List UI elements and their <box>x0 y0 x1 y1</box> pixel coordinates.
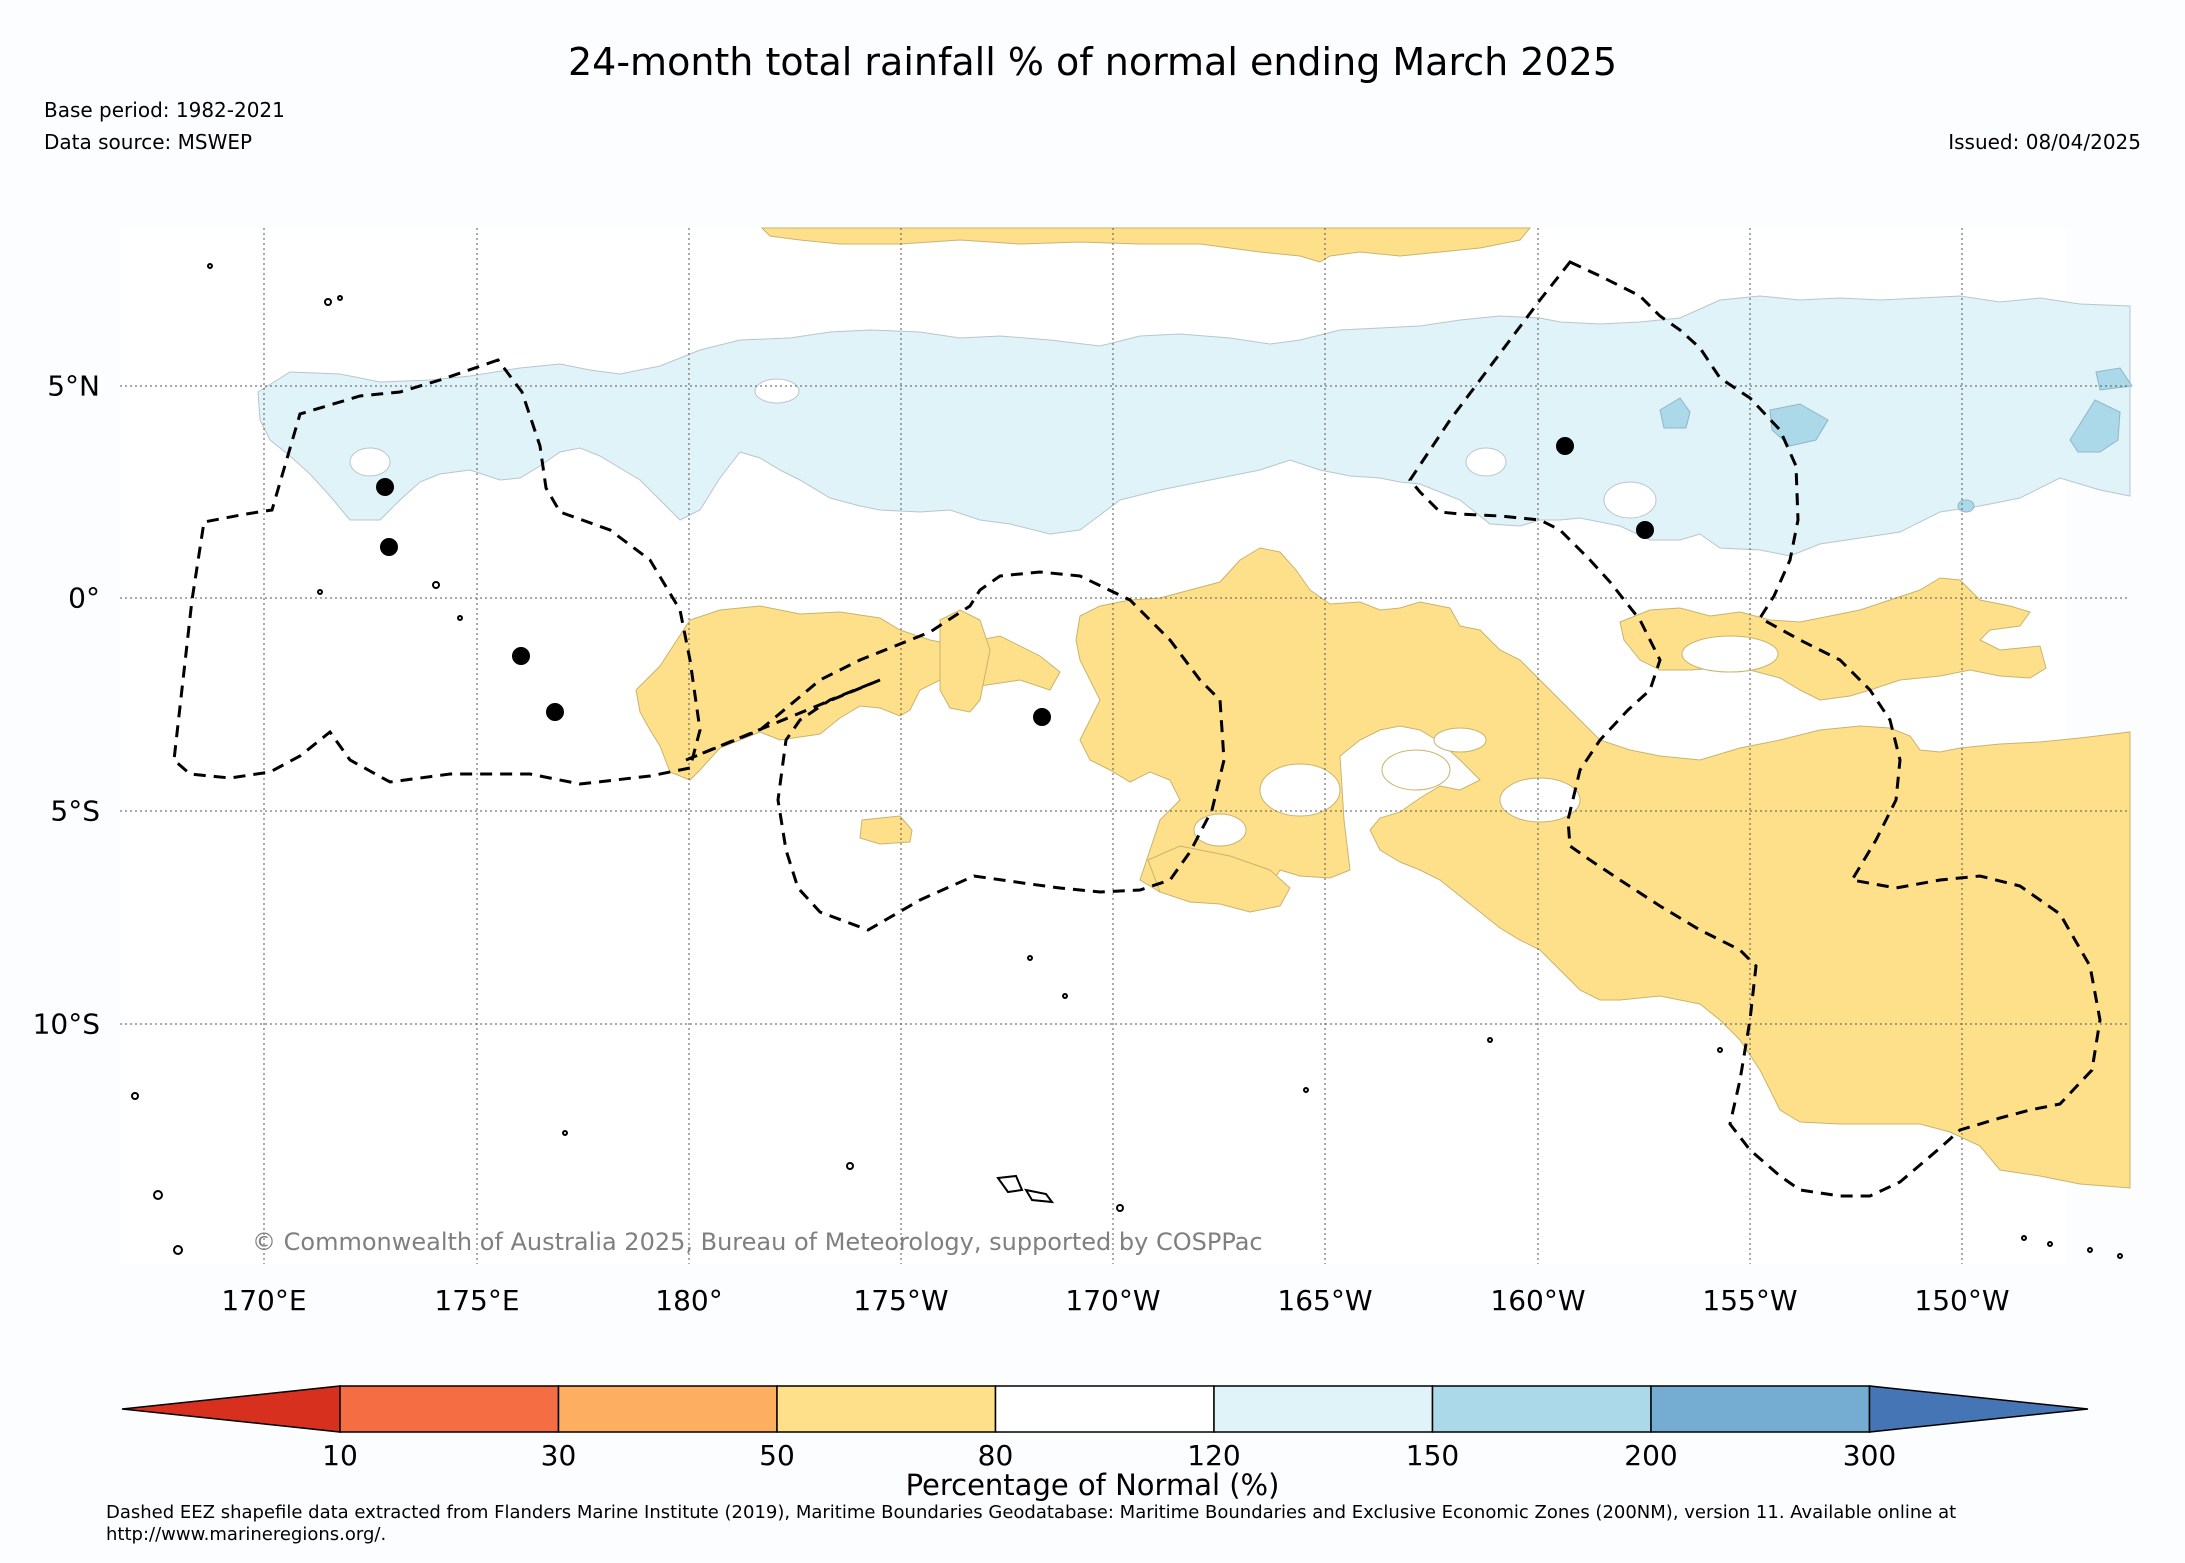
wet-region-150-200 <box>1659 367 2133 513</box>
lon-label-155w: 155°W <box>1702 1284 1798 1317</box>
copyright-notice: © Commonwealth of Australia 2025, Bureau… <box>252 1228 1263 1256</box>
colorbar-tick: 150 <box>1405 1439 1460 1472</box>
colorbar-tick: 10 <box>322 1439 358 1472</box>
lon-label-175e: 175°E <box>434 1284 520 1317</box>
colorbar-tick: 30 <box>540 1439 577 1472</box>
wet-region-north <box>257 295 2131 557</box>
colorbar-segment <box>776 1385 997 1433</box>
colorbar-tick: 200 <box>1624 1439 1678 1472</box>
lat-label-0: 0° <box>68 581 100 615</box>
lon-label-150w: 150°W <box>1914 1284 2010 1317</box>
lon-label-170w: 170°W <box>1065 1284 1161 1317</box>
colorbar-tick: 50 <box>759 1439 795 1472</box>
issued-date: Issued: 08/04/2025 <box>1948 130 2141 154</box>
map-title: 24-month total rainfall % of normal endi… <box>567 40 1618 84</box>
colorbar-segment <box>557 1385 778 1433</box>
colorbar-tick: 300 <box>1842 1439 1897 1472</box>
lon-label-175w: 175°W <box>853 1284 949 1317</box>
colorbar-segment <box>994 1385 1215 1433</box>
colorbar-segment <box>339 1385 560 1433</box>
graticule <box>120 228 2130 1264</box>
lon-label-165w: 165°W <box>1277 1284 1373 1317</box>
colorbar-segment <box>1213 1385 1434 1433</box>
lon-label-180: 180° <box>655 1284 723 1317</box>
colorbar-arrow-low <box>121 1385 341 1433</box>
eez-footnote: Dashed EEZ shapefile data extracted from… <box>106 1502 1957 1545</box>
eez-boundaries <box>172 260 2102 1198</box>
lat-label-5s: 5°S <box>50 794 100 828</box>
lon-label-160w: 160°W <box>1490 1284 1586 1317</box>
colorbar-segment <box>1431 1385 1652 1433</box>
colorbar-segment <box>1650 1385 1871 1433</box>
colorbar <box>121 1385 2089 1433</box>
data-source: Data source: MSWEP <box>44 130 253 154</box>
base-period: Base period: 1982-2021 <box>44 98 285 122</box>
lat-label-10s: 10°S <box>32 1007 100 1041</box>
lat-label-5n: 5°N <box>47 369 100 403</box>
islands <box>131 263 2123 1259</box>
colorbar-tick: 120 <box>1187 1439 1241 1472</box>
colorbar-arrow-high <box>1868 1385 2089 1433</box>
lon-label-170e: 170°E <box>221 1284 307 1317</box>
colorbar-label: Percentage of Normal (%) <box>905 1468 1280 1502</box>
colorbar-tick: 80 <box>977 1439 1014 1472</box>
